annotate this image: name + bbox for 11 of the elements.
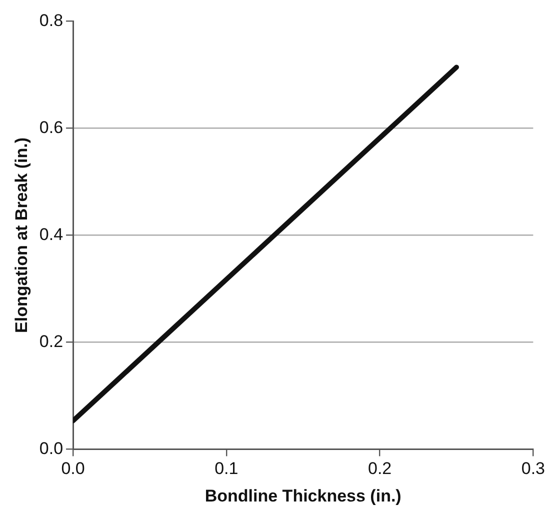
- y-tick-label: 0.6: [39, 118, 64, 137]
- x-axis-title: Bondline Thickness (in.): [204, 486, 402, 506]
- x-tick-label: 0.3: [521, 459, 546, 478]
- x-tick-label: 0.1: [214, 459, 238, 478]
- y-tick-label: 0.2: [39, 332, 64, 351]
- x-tick-label: 0.2: [368, 459, 392, 478]
- y-tick-label: 0.4: [39, 224, 64, 244]
- y-axis-title: Elongation at Break (in.): [12, 137, 31, 333]
- x-tick-label: 0.0: [61, 459, 85, 478]
- y-tick-label: 0.8: [39, 10, 64, 30]
- y-tick-label: 0.0: [39, 438, 64, 458]
